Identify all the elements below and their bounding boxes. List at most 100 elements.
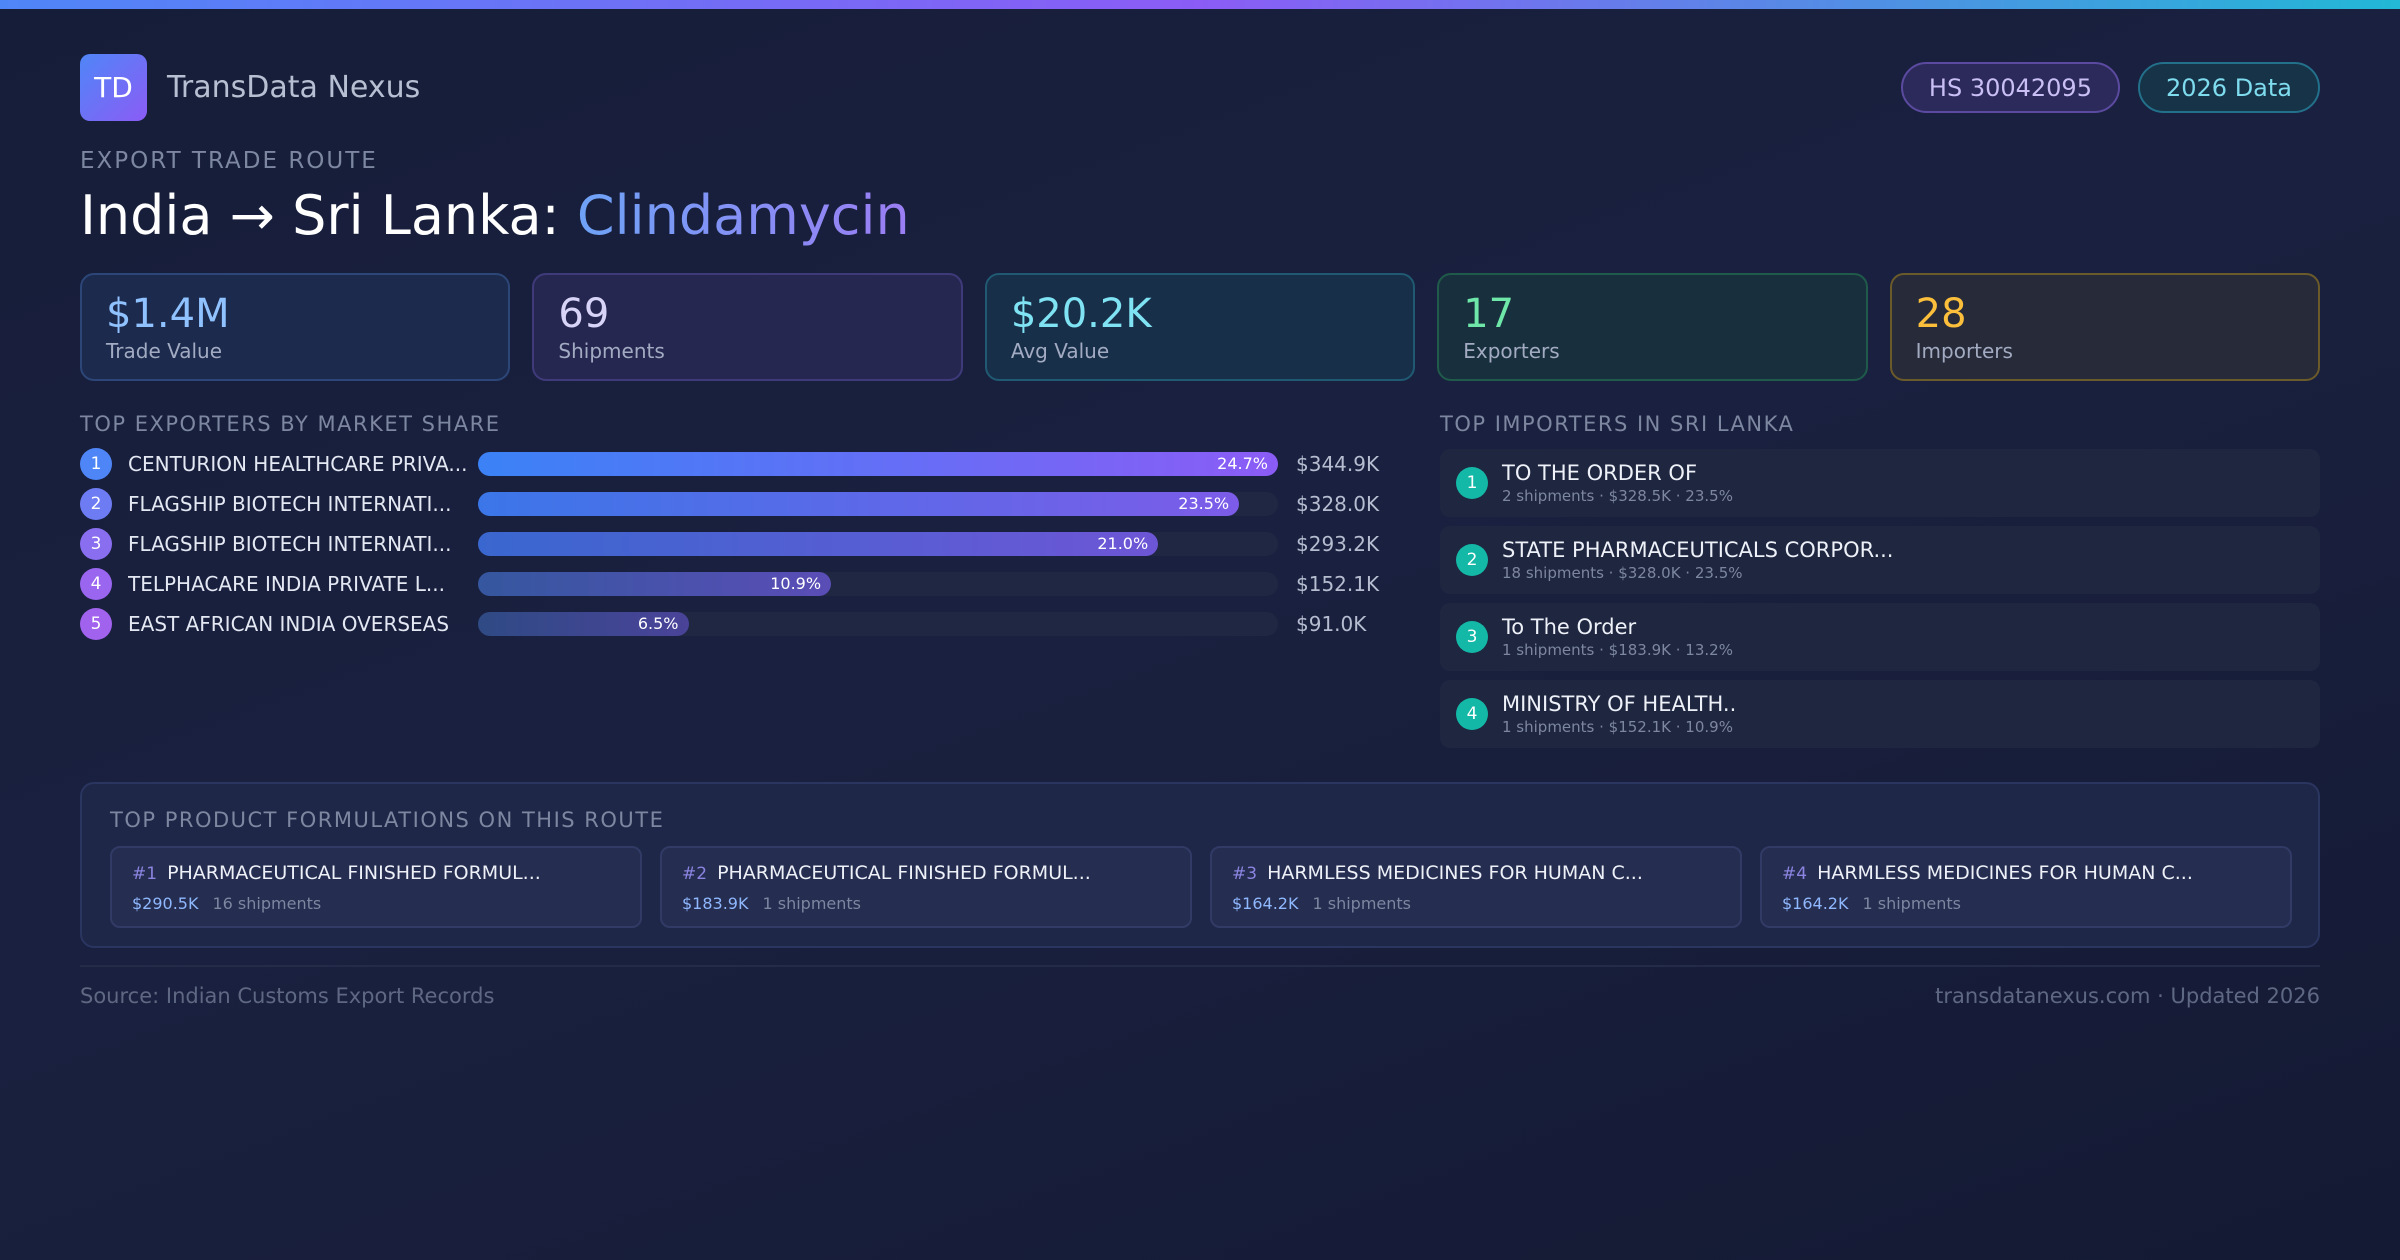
formulation-card[interactable]: #1 PHARMACEUTICAL FINISHED FORMUL... $290.… [110, 846, 642, 928]
importer-name: STATE PHARMACEUTICALS CORPOR... [1502, 538, 1894, 562]
formulation-card[interactable]: #4 HARMLESS MEDICINES FOR HUMAN C... $164.… [1760, 846, 2292, 928]
formulation-rank: #4 [1782, 864, 1808, 884]
exporter-value: $293.2K [1296, 532, 1380, 556]
share-bar-fill: 23.5% [478, 492, 1240, 516]
rank-badge: 3 [80, 528, 112, 560]
kpi-avg-value: $20.2K Avg Value [984, 273, 1416, 381]
formulation-shipments: 16 shipments [212, 894, 322, 913]
kpi-value: 69 [558, 291, 610, 337]
importers-list: 1 TO THE ORDER OF 2 shipments · $328.5K · … [1440, 449, 2320, 757]
route-label: India → Sri Lanka: [80, 184, 577, 247]
exporter-row[interactable]: 3 FLAGSHIP BIOTECH INTERNATI... 21.0% $293.… [80, 524, 1380, 564]
kpi-label: Trade Value [106, 339, 223, 363]
importer-meta: 1 shipments · $183.9K · 13.2% [1502, 641, 1733, 659]
formulation-meta: $164.2K 1 shipments [1782, 894, 2270, 913]
formulation-value: $183.9K [682, 894, 749, 913]
kpi-row: $1.4M Trade Value 69 Shipments $20.2K Av… [80, 273, 2321, 381]
brand[interactable]: TD TransData Nexus [80, 54, 420, 121]
formulation-meta: $164.2K 1 shipments [1232, 894, 1720, 913]
formulation-shipments: 1 shipments [762, 894, 862, 913]
exporter-name: FLAGSHIP BIOTECH INTERNATI... [128, 492, 452, 516]
rank-badge: 2 [80, 488, 112, 520]
rank-badge: 4 [80, 568, 112, 600]
share-bar-fill: 21.0% [478, 532, 1159, 556]
importer-text: To The Order 1 shipments · $183.9K · 13.2… [1502, 615, 1733, 659]
exporter-name: TELPHACARE INDIA PRIVATE L... [128, 572, 445, 596]
rank-badge: 4 [1456, 698, 1488, 730]
exporter-row[interactable]: 4 TELPHACARE INDIA PRIVATE L... 10.9% $152.… [80, 564, 1380, 604]
importer-name: To The Order [1502, 615, 1637, 639]
formulation-meta: $183.9K 1 shipments [682, 894, 1170, 913]
exporter-name: CENTURION HEALTHCARE PRIVA... [128, 452, 468, 476]
formulations-panel: TOP PRODUCT FORMULATIONS ON THIS ROUTE #… [80, 782, 2320, 948]
route-eyebrow: EXPORT TRADE ROUTE [80, 148, 378, 174]
formulation-value: $164.2K [1232, 894, 1299, 913]
formulation-title: #3 HARMLESS MEDICINES FOR HUMAN C... [1232, 862, 1720, 884]
importer-card[interactable]: 2 STATE PHARMACEUTICALS CORPOR... 18 shipm… [1440, 526, 2320, 594]
exporter-row[interactable]: 2 FLAGSHIP BIOTECH INTERNATI... 23.5% $328.… [80, 484, 1380, 524]
formulation-title: #1 PHARMACEUTICAL FINISHED FORMUL... [132, 862, 620, 884]
brand-name: TransData Nexus [167, 70, 421, 105]
source-note: Source: Indian Customs Export Records [80, 984, 495, 1008]
kpi-label: Exporters [1463, 339, 1560, 363]
share-bar-track: 10.9% [478, 572, 1278, 596]
formulation-card[interactable]: #3 HARMLESS MEDICINES FOR HUMAN C... $164.… [1210, 846, 1742, 928]
kpi-label: Avg Value [1010, 339, 1110, 363]
formulation-name: HARMLESS MEDICINES FOR HUMAN C... [1267, 862, 1643, 884]
exporter-name: FLAGSHIP BIOTECH INTERNATI... [128, 532, 452, 556]
share-percent: 6.5% [637, 614, 679, 633]
importer-text: MINISTRY OF HEALTH.. 1 shipments · $152.1… [1502, 692, 1736, 736]
footer-divider [80, 965, 2320, 967]
share-bar-track: 23.5% [478, 492, 1278, 516]
data-year-badge: 2026 Data [2137, 62, 2320, 113]
importer-meta: 2 shipments · $328.5K · 23.5% [1502, 487, 1733, 505]
importer-card[interactable]: 3 To The Order 1 shipments · $183.9K · 13.… [1440, 603, 2320, 671]
formulation-value: $290.5K [132, 894, 199, 913]
kpi-value: 28 [1915, 291, 1967, 337]
formulation-name: HARMLESS MEDICINES FOR HUMAN C... [1817, 862, 2193, 884]
formulation-cards: #1 PHARMACEUTICAL FINISHED FORMUL... $290.… [110, 846, 2292, 928]
importer-card[interactable]: 1 TO THE ORDER OF 2 shipments · $328.5K · … [1440, 449, 2320, 517]
formulation-rank: #1 [132, 864, 158, 884]
exporter-name: EAST AFRICAN INDIA OVERSEAS [128, 612, 450, 636]
importer-text: STATE PHARMACEUTICALS CORPOR... 18 shipme… [1502, 538, 1893, 582]
share-bar-fill: 10.9% [478, 572, 832, 596]
formulation-name: PHARMACEUTICAL FINISHED FORMUL... [717, 862, 1091, 884]
importers-section-title: TOP IMPORTERS IN SRI LANKA [1440, 412, 1795, 436]
formulation-card[interactable]: #2 PHARMACEUTICAL FINISHED FORMUL... $183.… [660, 846, 1192, 928]
importer-text: TO THE ORDER OF 2 shipments · $328.5K · 2… [1502, 461, 1733, 505]
kpi-importers: 28 Importers [1889, 273, 2321, 381]
exporter-value: $152.1K [1296, 572, 1380, 596]
kpi-exporters: 17 Exporters [1437, 273, 1868, 381]
exporters-list: 1 CENTURION HEALTHCARE PRIVA... 24.7% $344.… [80, 444, 1380, 644]
formulation-rank: #3 [1232, 864, 1258, 884]
product-name: Clindamycin [576, 184, 910, 247]
importer-card[interactable]: 4 MINISTRY OF HEALTH.. 1 shipments · $152.… [1440, 680, 2320, 748]
kpi-label: Importers [1915, 339, 2013, 363]
formulations-section-title: TOP PRODUCT FORMULATIONS ON THIS ROUTE [110, 808, 665, 832]
kpi-value: 17 [1463, 291, 1515, 337]
formulation-title: #2 PHARMACEUTICAL FINISHED FORMUL... [682, 862, 1170, 884]
kpi-shipments: 69 Shipments [532, 273, 963, 381]
page-title: India → Sri Lanka: Clindamycin [80, 184, 910, 247]
exporter-row[interactable]: 5 EAST AFRICAN INDIA OVERSEAS 6.5% $91.0K [80, 604, 1380, 644]
rank-badge: 3 [1456, 621, 1488, 653]
importer-name: TO THE ORDER OF [1502, 461, 1698, 485]
kpi-value: $1.4M [106, 291, 230, 337]
share-percent: 24.7% [1217, 454, 1268, 473]
share-bar-fill: 24.7% [478, 452, 1278, 476]
share-bar-fill: 6.5% [478, 612, 689, 636]
exporter-value: $344.9K [1296, 452, 1380, 476]
formulation-rank: #2 [682, 864, 708, 884]
importer-name: MINISTRY OF HEALTH.. [1502, 692, 1737, 716]
share-percent: 21.0% [1097, 534, 1149, 553]
kpi-value: $20.2K [1010, 291, 1152, 337]
formulation-meta: $290.5K 16 shipments [132, 894, 620, 913]
rank-badge: 5 [80, 608, 112, 640]
share-bar-track: 6.5% [478, 612, 1278, 636]
logo: TD [80, 54, 147, 121]
exporter-row[interactable]: 1 CENTURION HEALTHCARE PRIVA... 24.7% $344.… [80, 444, 1380, 484]
formulation-value: $164.2K [1782, 894, 1849, 913]
rank-badge: 1 [1456, 467, 1488, 499]
accent-bar [0, 0, 2400, 9]
